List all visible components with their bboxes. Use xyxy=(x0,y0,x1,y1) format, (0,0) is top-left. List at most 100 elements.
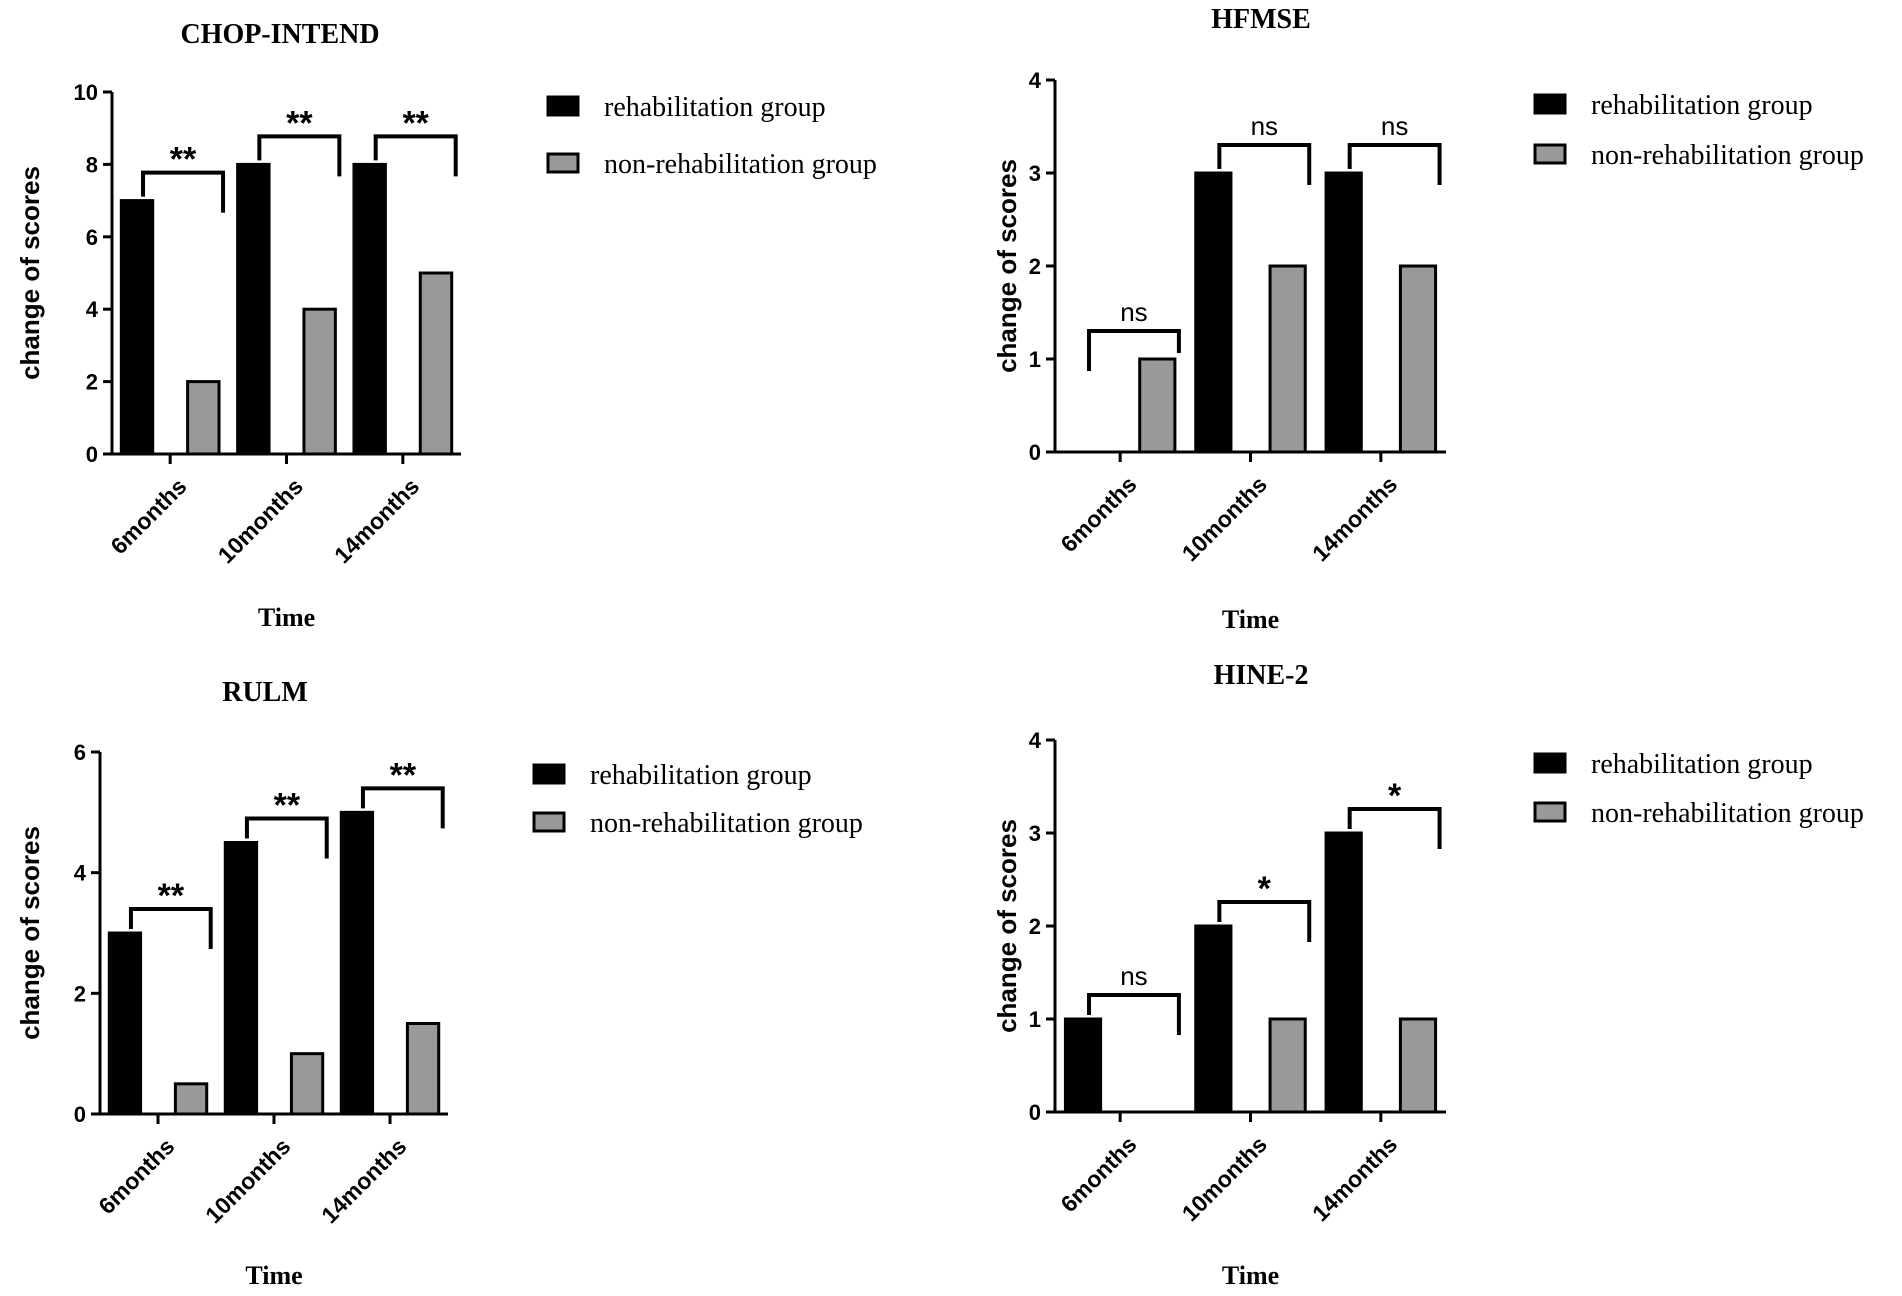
y-tick-label: 4 xyxy=(1029,68,1042,93)
y-tick-label: 6 xyxy=(86,225,98,250)
legend-item-rehabilitation-swatch xyxy=(1533,93,1567,115)
bar-non-rehabilitation xyxy=(302,307,337,456)
legend-item-non-rehabilitation-swatch xyxy=(1533,801,1567,823)
bar-non-rehabilitation xyxy=(186,380,221,456)
x-axis-title: Time xyxy=(1222,1261,1279,1290)
y-tick-label: 0 xyxy=(1029,1100,1041,1125)
chart-title: HFMSE xyxy=(1211,4,1311,35)
y-tick-label: 3 xyxy=(1029,821,1041,846)
legend-item-rehabilitation-label: rehabilitation group xyxy=(590,760,812,791)
legend-item-non-rehabilitation-swatch xyxy=(532,811,566,833)
significance-label: ** xyxy=(286,104,313,142)
bar-rehabilitation xyxy=(1194,924,1233,1114)
bar-rehabilitation xyxy=(236,162,271,456)
significance-bracket xyxy=(1217,900,1312,942)
y-tick-label: 4 xyxy=(1029,728,1042,753)
bar-rehabilitation xyxy=(1324,171,1363,454)
bar-non-rehabilitation xyxy=(1398,1017,1438,1114)
significance-bracket xyxy=(373,134,458,177)
legend-item-non-rehabilitation-label: non-rehabilitation group xyxy=(1591,140,1864,171)
significance-bracket xyxy=(244,816,329,859)
y-tick-label: 1 xyxy=(1029,1007,1041,1032)
bar-non-rehabilitation xyxy=(1398,264,1438,454)
bar-rehabilitation xyxy=(107,931,143,1116)
bar-rehabilitation xyxy=(119,199,155,456)
bar-non-rehabilitation xyxy=(1138,357,1177,454)
chart-title: RULM xyxy=(222,677,308,708)
significance-label: ** xyxy=(390,756,417,794)
x-tick-label: 10months xyxy=(200,1133,295,1228)
significance-bracket xyxy=(1087,993,1181,1035)
bar-rehabilitation xyxy=(223,841,259,1116)
significance-bracket xyxy=(1347,143,1442,185)
bar-non-rehabilitation xyxy=(173,1082,209,1116)
y-axis-title: change of scores xyxy=(15,166,45,380)
chart-svg-hine-2: HINE-2 change of scores Time 0 1 2 3 4 6months ns… xyxy=(992,660,1864,1290)
y-tick-label: 2 xyxy=(86,370,98,395)
x-tick-label: 6months xyxy=(105,473,191,559)
chart-svg-rulm: RULM change of scores Time 0 2 4 6 6months ** 10m… xyxy=(15,677,863,1290)
significance-label: ns xyxy=(1120,297,1147,327)
bar-non-rehabilitation xyxy=(289,1052,325,1116)
y-tick-label: 6 xyxy=(74,740,86,765)
legend-item-non-rehabilitation-label: non-rehabilitation group xyxy=(1591,798,1864,829)
significance-bracket xyxy=(141,170,226,213)
y-tick-label: 2 xyxy=(74,981,86,1006)
significance-bracket xyxy=(1087,329,1181,371)
legend-item-non-rehabilitation-swatch xyxy=(546,152,580,174)
chart-panel-hfmse: HFMSE change of scores Time 0 1 2 3 4 6months ns 1… xyxy=(951,0,1902,648)
bar-rehabilitation xyxy=(339,810,375,1116)
chart-title: HINE-2 xyxy=(1214,660,1309,691)
y-tick-label: 0 xyxy=(86,442,98,467)
x-axis-title: Time xyxy=(258,603,315,632)
x-axis-title: Time xyxy=(1222,605,1279,634)
y-axis-title: change of scores xyxy=(15,826,45,1040)
x-tick-label: 14months xyxy=(1307,471,1402,566)
x-tick-label: 6months xyxy=(1055,1131,1141,1217)
significance-label: ns xyxy=(1381,111,1408,141)
bar-non-rehabilitation xyxy=(1268,264,1307,454)
legend-item-rehabilitation-label: rehabilitation group xyxy=(1591,90,1813,121)
y-axis-title: change of scores xyxy=(992,819,1022,1033)
x-tick-label: 10months xyxy=(1177,471,1272,566)
significance-bracket xyxy=(1347,807,1442,849)
x-axis-title: Time xyxy=(245,1261,302,1290)
bar-rehabilitation xyxy=(352,162,387,456)
bar-rehabilitation xyxy=(1324,831,1363,1114)
bar-non-rehabilitation xyxy=(418,271,454,456)
y-tick-label: 2 xyxy=(1029,254,1041,279)
y-tick-label: 0 xyxy=(1029,440,1041,465)
chart-panel-chop-intend: CHOP-INTEND change of scores Time 0 2 4 6 8 10 6m… xyxy=(0,0,951,648)
significance-bracket xyxy=(128,907,213,949)
legend-item-rehabilitation-label: rehabilitation group xyxy=(1591,749,1813,780)
y-tick-label: 3 xyxy=(1029,161,1041,186)
x-tick-label: 14months xyxy=(1307,1131,1402,1226)
bar-non-rehabilitation xyxy=(1268,1017,1307,1114)
significance-bracket xyxy=(360,786,445,829)
legend-item-rehabilitation-swatch xyxy=(532,763,566,785)
y-axis-title: change of scores xyxy=(992,159,1022,373)
significance-label: ** xyxy=(402,104,429,142)
significance-label: ** xyxy=(170,141,197,179)
x-tick-label: 14months xyxy=(316,1133,411,1228)
y-tick-label: 4 xyxy=(86,297,99,322)
bar-rehabilitation xyxy=(1063,1017,1103,1114)
significance-label: ns xyxy=(1120,961,1147,991)
legend-item-non-rehabilitation-label: non-rehabilitation group xyxy=(590,808,863,839)
x-tick-label: 10months xyxy=(213,473,308,568)
legend-item-rehabilitation-swatch xyxy=(1533,752,1567,774)
significance-bracket xyxy=(257,134,342,177)
significance-label: * xyxy=(1258,870,1272,908)
chart-svg-chop-intend: CHOP-INTEND change of scores Time 0 2 4 6 8 10 6m… xyxy=(15,19,877,632)
y-tick-label: 0 xyxy=(74,1102,86,1127)
chart-svg-hfmse: HFMSE change of scores Time 0 1 2 3 4 6months ns 1… xyxy=(992,4,1864,634)
legend-item-rehabilitation-swatch xyxy=(546,95,580,117)
x-tick-label: 6months xyxy=(93,1133,179,1219)
x-tick-label: 6months xyxy=(1055,471,1141,557)
bar-non-rehabilitation xyxy=(405,1022,441,1116)
significance-label: ** xyxy=(274,787,301,825)
significance-bracket xyxy=(1217,143,1312,185)
legend-item-non-rehabilitation-swatch xyxy=(1533,143,1567,165)
chart-panel-rulm: RULM change of scores Time 0 2 4 6 6months ** 10m… xyxy=(0,648,951,1296)
